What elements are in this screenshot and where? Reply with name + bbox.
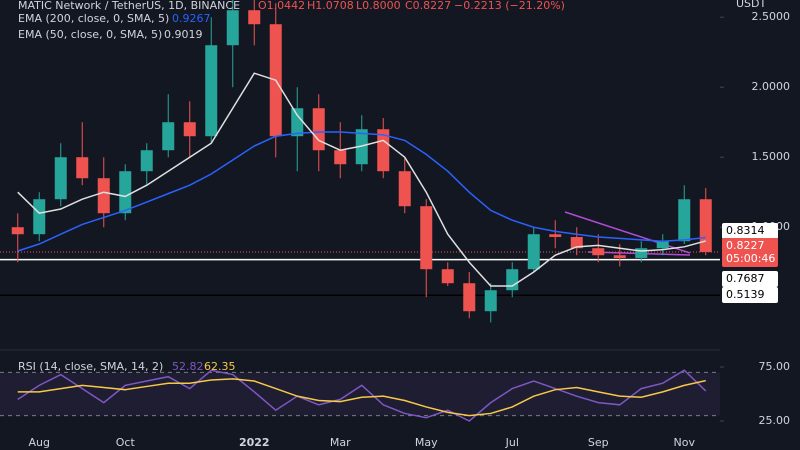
candle-body bbox=[398, 171, 411, 207]
y-tick-label: 2.0000 bbox=[752, 80, 791, 93]
ohlc: H1.0708 bbox=[307, 0, 354, 12]
rsi-line bbox=[17, 369, 707, 422]
ohlc: −0.2213 (−21.20%) bbox=[454, 0, 565, 12]
y-tick-label: 75.00 bbox=[759, 360, 791, 373]
rsi-band-fill bbox=[0, 372, 720, 416]
ohlc: O1.0442 bbox=[258, 0, 305, 12]
candle-body bbox=[377, 129, 390, 172]
rsi-title: RSI (14, close, SMA, 14, 2) bbox=[18, 360, 163, 373]
x-tick-label: Mar bbox=[330, 436, 351, 449]
legend: MATIC Network / TetherUS, 1D, BINANCE O1… bbox=[18, 0, 767, 373]
trend-line bbox=[564, 211, 691, 254]
price-label: 0.7687 bbox=[726, 272, 765, 285]
y-tick-label: 25.00 bbox=[759, 414, 791, 427]
x-tick-label: Oct bbox=[116, 436, 136, 449]
countdown-box bbox=[722, 251, 778, 267]
candle-body bbox=[613, 255, 626, 259]
candle-body bbox=[11, 227, 24, 235]
symbol-title: MATIC Network / TetherUS, 1D, BINANCE bbox=[18, 0, 240, 12]
candle-body bbox=[97, 178, 110, 214]
ema-line bbox=[17, 131, 706, 252]
x-tick-label: 2022 bbox=[239, 436, 270, 449]
price-label-box bbox=[722, 271, 778, 287]
price-label-box bbox=[722, 287, 778, 303]
candle-body bbox=[484, 290, 497, 312]
candle-body bbox=[527, 234, 540, 270]
price-label-box bbox=[722, 238, 778, 254]
candle-body bbox=[635, 248, 648, 259]
legend-label: EMA (50, close, 0, SMA, 5) bbox=[18, 28, 162, 41]
x-tick-label: Nov bbox=[674, 436, 696, 449]
price-label: 0.8314 bbox=[726, 224, 765, 237]
ema-line bbox=[17, 72, 706, 287]
ohlc: L0.8000 bbox=[356, 0, 401, 12]
candle-body bbox=[162, 122, 175, 151]
rsi-line bbox=[17, 378, 706, 417]
candle-body bbox=[226, 10, 239, 46]
candle-body bbox=[506, 269, 519, 291]
price-label: 0.8227 bbox=[726, 239, 765, 252]
candle-body bbox=[33, 199, 46, 235]
y-tick-label: 2.5000 bbox=[752, 10, 791, 23]
candle-body bbox=[549, 234, 562, 238]
candle-body bbox=[76, 157, 89, 179]
y-tick-label: 1.5000 bbox=[752, 150, 791, 163]
candle-body bbox=[183, 122, 196, 137]
candle-body bbox=[312, 108, 325, 151]
candle-body bbox=[441, 269, 454, 284]
candle-body bbox=[678, 199, 691, 242]
candle-body bbox=[205, 45, 218, 137]
price-label-box bbox=[722, 223, 778, 239]
candle-body bbox=[592, 248, 605, 256]
candle-body bbox=[119, 171, 132, 214]
candle-body bbox=[291, 108, 304, 137]
candle-body bbox=[420, 206, 433, 270]
candle-body bbox=[699, 199, 712, 253]
candle-body bbox=[54, 157, 67, 200]
currency: USDT bbox=[736, 0, 767, 10]
legend-value: 62.35 bbox=[204, 360, 236, 373]
ohlc: C0.8227 bbox=[405, 0, 451, 12]
countdown: 05:00:46 bbox=[726, 252, 775, 265]
x-tick-label: Sep bbox=[588, 436, 609, 449]
x-tick-label: Jul bbox=[505, 436, 519, 449]
x-tick-label: May bbox=[415, 436, 438, 449]
candle-body bbox=[334, 150, 347, 165]
legend-value: 0.9267 bbox=[172, 12, 211, 25]
legend-label: EMA (200, close, 0, SMA, 5) bbox=[18, 12, 169, 25]
candle-body bbox=[570, 237, 583, 249]
candle-body bbox=[140, 150, 153, 172]
price-label: 0.5139 bbox=[726, 288, 765, 301]
legend-value: 52.82 bbox=[172, 360, 204, 373]
candle-body bbox=[463, 283, 476, 312]
legend-value: 0.9019 bbox=[164, 28, 203, 41]
x-tick-label: Aug bbox=[29, 436, 50, 449]
candle-body bbox=[248, 10, 261, 25]
candle-body bbox=[656, 241, 669, 249]
